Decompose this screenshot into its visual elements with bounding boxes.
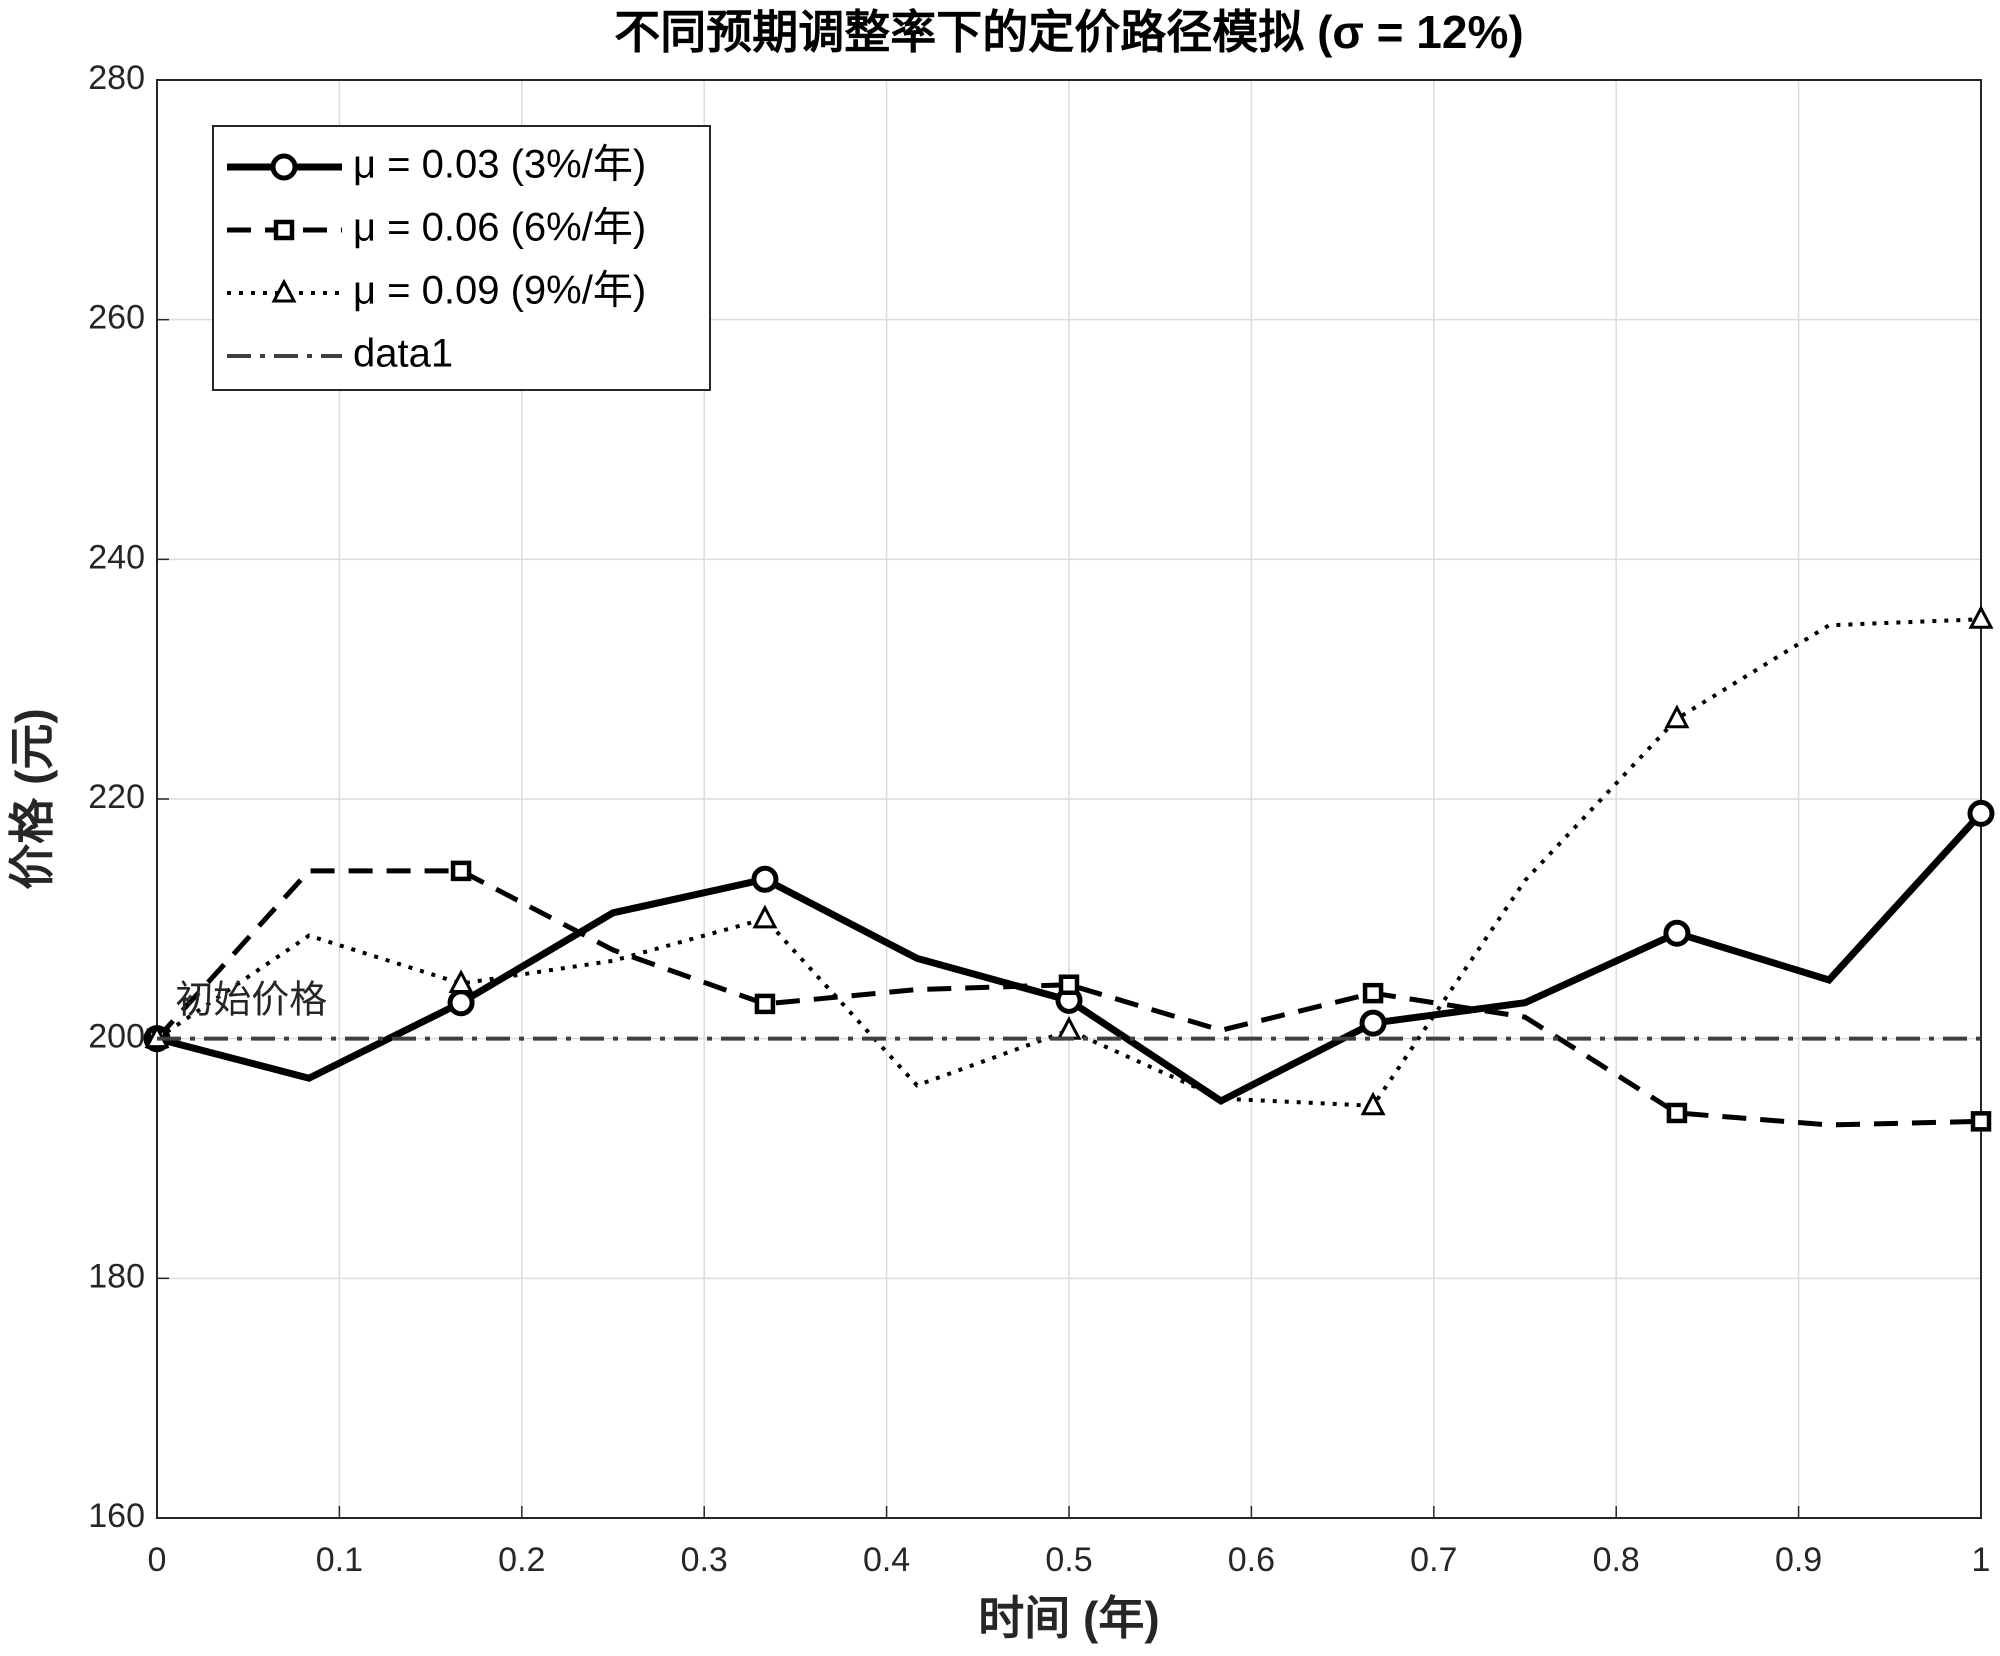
legend: μ = 0.03 (3%/年) μ = 0.06 (6%/年) μ = 0.09 (… — [212, 125, 711, 391]
marker — [754, 993, 776, 1015]
marker — [1058, 974, 1080, 995]
annotation: 初始价格 — [175, 980, 327, 1022]
marker — [448, 969, 474, 994]
x-tick-label: 0 — [148, 1541, 167, 1579]
x-tick-label: 0.9 — [1775, 1541, 1822, 1579]
marker — [271, 278, 297, 303]
marker — [1970, 1111, 1992, 1132]
marker — [1359, 1009, 1387, 1037]
marker — [1967, 799, 1995, 827]
marker — [447, 989, 475, 1017]
y-tick-label: 160 — [88, 1497, 145, 1535]
marker — [450, 860, 472, 882]
marker — [1666, 1102, 1688, 1124]
plot-frame — [156, 79, 1982, 1519]
x-tick-label: 0.2 — [498, 1541, 545, 1579]
marker — [1360, 1091, 1386, 1116]
y-tick-label: 220 — [88, 778, 145, 816]
y-tick-label: 240 — [88, 538, 145, 576]
legend-label: μ = 0.06 (6%/年) — [353, 206, 646, 250]
marker — [1968, 605, 1994, 629]
marker — [1664, 704, 1690, 729]
y-axis-label: 价格 (元) — [6, 708, 58, 889]
x-axis-label: 时间 (年) — [978, 1592, 1159, 1644]
y-tick-label: 280 — [88, 59, 145, 97]
legend-label: μ = 0.03 (3%/年) — [353, 143, 646, 187]
x-tick-label: 0.1 — [316, 1541, 363, 1579]
x-tick-label: 0.7 — [1410, 1541, 1457, 1579]
marker — [752, 904, 778, 929]
y-tick-label: 180 — [88, 1257, 145, 1295]
x-tick-label: 0.4 — [863, 1541, 910, 1579]
marker — [273, 219, 295, 241]
x-tick-label: 0.8 — [1593, 1541, 1640, 1579]
legend-label: μ = 0.09 (9%/年) — [353, 269, 646, 313]
x-tick-label: 1 — [1972, 1541, 1991, 1579]
marker — [1362, 982, 1384, 1004]
y-tick-label: 260 — [88, 299, 145, 337]
marker — [270, 153, 298, 181]
x-tick-label: 0.5 — [1045, 1541, 1092, 1579]
marker — [751, 865, 779, 893]
x-tick-label: 0.6 — [1228, 1541, 1275, 1579]
x-tick-label: 0.3 — [681, 1541, 728, 1579]
chart-title: 不同预期调整率下的定价路径模拟 (σ = 12%) — [614, 6, 1523, 58]
marker — [1663, 919, 1691, 947]
legend-label: data1 — [353, 332, 453, 376]
y-tick-label: 200 — [88, 1018, 145, 1056]
